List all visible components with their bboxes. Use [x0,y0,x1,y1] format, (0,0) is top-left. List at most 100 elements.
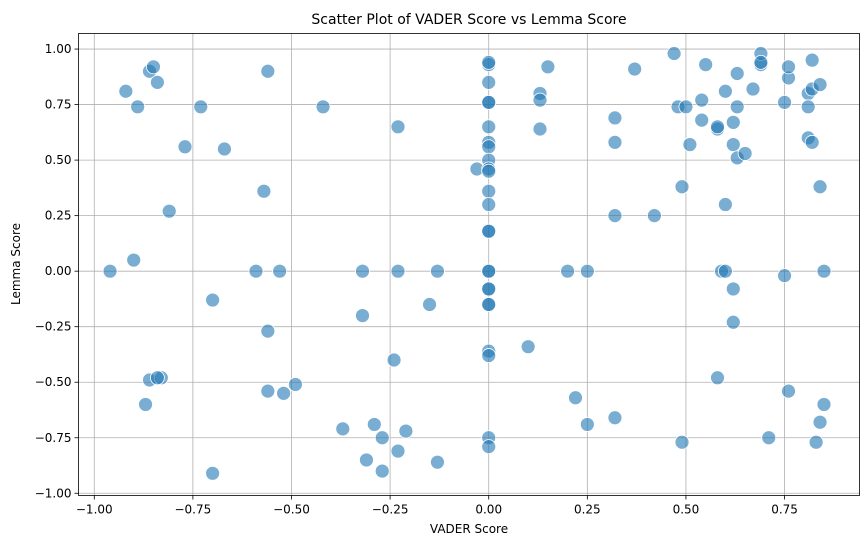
data-point [355,308,370,323]
data-point [256,183,272,199]
data-point [816,397,832,412]
data-point [390,119,406,135]
data-point [725,314,741,330]
data-point [674,434,690,450]
data-point [710,370,725,386]
plot-frame [78,33,860,496]
data-point [390,263,406,279]
data-point [102,263,118,279]
data-point [607,208,623,224]
data-point [430,263,445,279]
data-point [717,197,733,212]
axis-ticks: −1.00 −0.75 −0.50 −0.25 0.00 0.25 0.50 0.75 −1.0… [35,42,798,516]
data-point [149,370,165,386]
y-tick-label: 0.75 [45,98,72,112]
y-tick-label: 0.25 [45,209,72,223]
data-point [390,443,406,459]
data-point [607,134,623,150]
data-point [729,66,745,81]
y-tick-label: 1.00 [45,42,72,56]
data-point [560,263,576,279]
data-point [781,59,796,75]
x-axis-label: VADER Score [430,522,508,536]
data-point [481,223,497,239]
data-point [315,99,331,115]
data-point [694,112,710,128]
data-point [607,410,623,426]
data-point [205,465,221,481]
data-point [481,119,497,135]
x-tick-label: 0.50 [673,503,700,517]
data-point [666,46,682,61]
y-axis-label: Lemma Score [9,223,23,305]
data-point [398,423,414,439]
data-point [481,263,497,279]
data-point [646,208,662,224]
data-point [272,263,288,279]
data-point [481,54,497,70]
data-point [481,183,497,199]
data-point [761,430,777,446]
data-point [374,463,390,479]
data-point [146,59,161,75]
data-point [422,297,437,312]
data-point [481,348,497,363]
data-point [607,110,623,126]
data-point [355,263,370,279]
data-point [682,137,698,152]
x-tick-label: 0.00 [475,503,502,517]
data-point [804,134,820,150]
data-point [698,57,714,72]
data-point [812,179,828,195]
data-point [260,383,276,399]
data-point [627,61,643,77]
data-point [532,92,548,108]
data-point [288,377,303,392]
data-point [745,81,761,97]
data-point [126,252,142,268]
data-point [725,114,741,130]
data-point [808,434,824,450]
x-tick-label: −0.50 [273,503,310,517]
data-point [260,323,276,339]
data-point [386,352,402,368]
data-point [812,414,828,430]
data-point [737,146,753,161]
data-point [800,99,816,115]
x-tick-label: 0.25 [574,503,601,517]
data-point [777,94,792,110]
data-point [816,263,832,279]
x-tick-label: 0.75 [771,503,798,517]
y-tick-label: −0.50 [35,375,72,389]
data-point [335,421,351,437]
data-points [102,46,832,481]
y-tick-label: −1.00 [35,486,72,500]
data-point [193,99,209,115]
data-point [678,99,694,115]
data-point [579,417,595,432]
data-point [359,452,374,468]
data-point [481,94,497,110]
data-point [717,263,733,279]
data-point [366,417,382,432]
data-point [205,292,221,308]
data-point [161,203,177,219]
data-point [481,139,497,155]
data-point [138,397,153,412]
data-point [781,383,796,399]
data-point [694,92,710,108]
data-point [729,99,745,115]
data-point [540,59,556,75]
data-point [753,54,769,70]
data-point [260,63,276,79]
data-point [725,281,741,297]
chart-title: Scatter Plot of VADER Score vs Lemma Sco… [311,12,626,28]
data-point [812,77,828,92]
data-point [532,121,548,137]
y-tick-label: 0.00 [45,264,72,278]
data-point [248,263,264,279]
y-tick-label: −0.75 [35,431,72,445]
data-point [481,281,497,297]
data-point [276,385,292,401]
